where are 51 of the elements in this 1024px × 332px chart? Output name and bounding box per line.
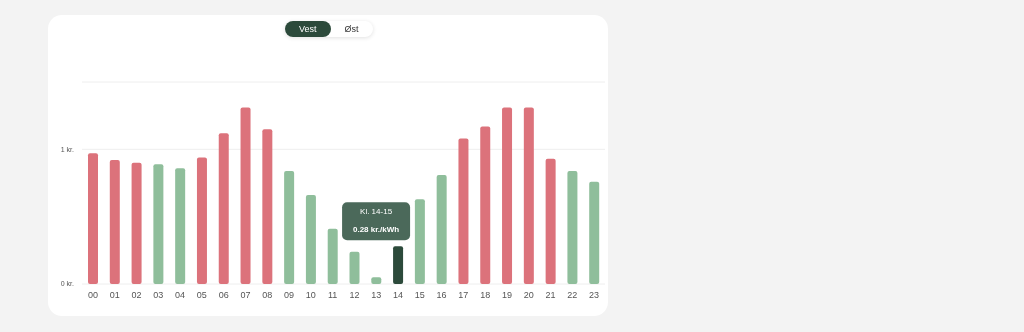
x-tick-label: 20: [523, 290, 534, 301]
x-tick-label: 06: [218, 290, 229, 301]
bar: [458, 138, 469, 284]
bar: [545, 158, 556, 284]
bar: [480, 126, 491, 284]
annotation: 0.28 kr./kWh: [352, 225, 400, 235]
text: Øst: [343, 23, 360, 36]
x-tick-label: 04: [175, 290, 186, 301]
x-tick-label: 01: [109, 290, 120, 301]
bar: [175, 168, 186, 284]
x-tick-label: 23: [589, 290, 600, 301]
bar: [393, 246, 404, 284]
x-tick-label: 22: [567, 290, 578, 301]
bar: [589, 181, 600, 284]
bar: [240, 107, 251, 284]
x-tick-label: 05: [196, 290, 207, 301]
bar: [196, 157, 207, 284]
x-tick-label: 02: [131, 290, 142, 301]
x-tick-label: 00: [87, 290, 98, 301]
x-tick-label: 08: [262, 290, 273, 301]
x-tick-label: 03: [153, 290, 164, 301]
x-tick-label: 11: [327, 290, 338, 301]
bar: [153, 164, 164, 284]
annotation: Kl. 14-15: [360, 207, 393, 217]
bar: [414, 199, 425, 284]
bar: [523, 107, 534, 284]
x-tick-label: 07: [240, 290, 251, 301]
bar: [262, 129, 273, 284]
bar: [567, 170, 578, 284]
x-tick-label: 15: [414, 290, 425, 301]
bar: [218, 133, 229, 284]
bar: [305, 195, 316, 284]
x-tick-label: 09: [284, 290, 295, 301]
x-tick-label: 19: [501, 290, 512, 301]
bar: [88, 153, 98, 284]
bar: [502, 107, 513, 284]
bar: [436, 174, 447, 284]
x-tick-label: 21: [545, 290, 556, 301]
x-tick-label: 18: [480, 290, 491, 301]
bar: [284, 170, 295, 284]
x-tick-label: 10: [305, 290, 316, 301]
x-tick-label: 17: [458, 290, 469, 301]
bar: [349, 251, 360, 284]
bar: [327, 228, 338, 284]
x-tick-label: 13: [371, 290, 382, 301]
text: Vest: [285, 21, 331, 37]
bar: [131, 162, 142, 284]
x-tick-label: 14: [392, 290, 403, 301]
x-tick-label: 16: [436, 290, 447, 301]
bar: [109, 160, 120, 284]
x-tick-label: 12: [349, 290, 360, 301]
